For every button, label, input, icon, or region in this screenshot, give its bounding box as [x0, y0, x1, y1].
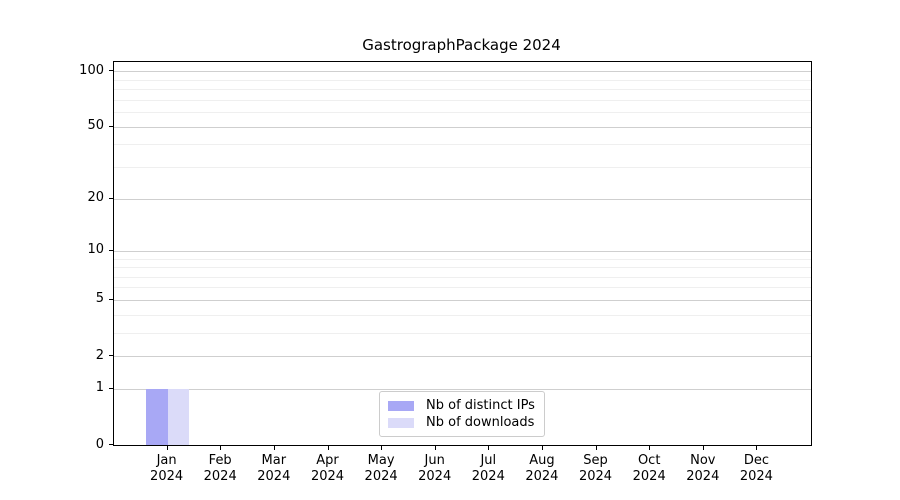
- x-axis-tick: [702, 446, 704, 450]
- x-tick-label: Oct 2024: [632, 453, 666, 484]
- legend-item-label: Nb of distinct IPs: [426, 398, 535, 413]
- x-tick-label: Apr 2024: [310, 453, 345, 484]
- gridline-minor: [114, 287, 811, 289]
- y-axis-tick: [109, 355, 113, 356]
- plot-area: [113, 61, 812, 446]
- legend: Nb of distinct IPs Nb of downloads: [379, 391, 545, 437]
- gridline-minor: [114, 267, 811, 269]
- x-axis-tick: [220, 446, 222, 450]
- x-axis-tick: [595, 446, 597, 450]
- y-tick-label: 50: [87, 118, 104, 134]
- y-tick-label: 2: [95, 347, 104, 363]
- x-axis-tick: [273, 446, 275, 450]
- gridline-minor: [114, 112, 811, 114]
- x-tick-label: Nov 2024: [686, 453, 720, 484]
- y-tick-label: 1: [95, 380, 104, 396]
- gridline-major: [114, 198, 811, 200]
- y-tick-label: 0: [95, 436, 104, 452]
- y-axis-tick: [109, 249, 113, 251]
- gridline-major: [114, 126, 811, 128]
- x-axis-tick: [756, 446, 758, 450]
- x-tick-label: Mar 2024: [257, 453, 291, 484]
- bar-nb-of-distinct-ips: [146, 388, 168, 445]
- gridline-major: [114, 356, 811, 357]
- gridline-minor: [114, 79, 811, 81]
- x-tick-label: Jun 2024: [418, 453, 452, 484]
- legend-item: Nb of distinct IPs: [388, 397, 535, 414]
- gridline-major: [114, 388, 811, 390]
- legend-swatch: [388, 417, 414, 428]
- gridline-major: [114, 71, 811, 73]
- legend-swatch: [388, 400, 414, 411]
- gridline-minor: [114, 258, 811, 260]
- legend-item: Nb of downloads: [388, 414, 535, 431]
- y-tick-label: 20: [87, 190, 104, 205]
- x-axis-tick: [434, 446, 436, 450]
- gridline-minor: [114, 314, 811, 316]
- bar-nb-of-downloads: [167, 388, 189, 445]
- y-axis-tick: [109, 125, 113, 127]
- gridline-minor: [114, 144, 811, 146]
- y-axis-tick: [109, 444, 113, 445]
- y-axis-tick: [109, 387, 113, 389]
- legend-item-label: Nb of downloads: [426, 415, 535, 430]
- gridline-minor: [114, 89, 811, 91]
- chart-title: GastrographPackage 2024: [362, 36, 561, 54]
- x-tick-label: Feb 2024: [203, 453, 237, 484]
- x-tick-label: Aug 2024: [525, 453, 559, 484]
- x-tick-label: Dec 2024: [739, 453, 773, 484]
- x-tick-label: May 2024: [364, 453, 398, 484]
- y-axis-tick: [109, 197, 113, 199]
- x-tick-label: Jul 2024: [471, 453, 505, 484]
- y-tick-label: 10: [87, 242, 104, 258]
- x-axis-tick: [381, 446, 383, 450]
- x-axis-tick: [541, 446, 543, 450]
- y-axis-tick: [109, 298, 113, 300]
- x-axis-tick: [327, 446, 329, 450]
- y-axis-tick: [109, 70, 113, 72]
- y-tick-label: 5: [95, 291, 104, 307]
- gridline-minor: [114, 332, 811, 334]
- x-tick-label: Sep 2024: [578, 453, 613, 484]
- x-axis-tick: [166, 446, 168, 450]
- gridline-minor: [114, 276, 811, 278]
- x-axis-tick: [649, 446, 651, 450]
- gridline-minor: [114, 99, 811, 101]
- y-tick-label: 100: [79, 62, 104, 78]
- gridline-minor: [114, 166, 811, 168]
- x-tick-label: Jan 2024: [150, 453, 184, 484]
- x-axis-tick: [488, 446, 490, 450]
- gridline-major: [114, 299, 811, 301]
- gridline-major: [114, 250, 811, 252]
